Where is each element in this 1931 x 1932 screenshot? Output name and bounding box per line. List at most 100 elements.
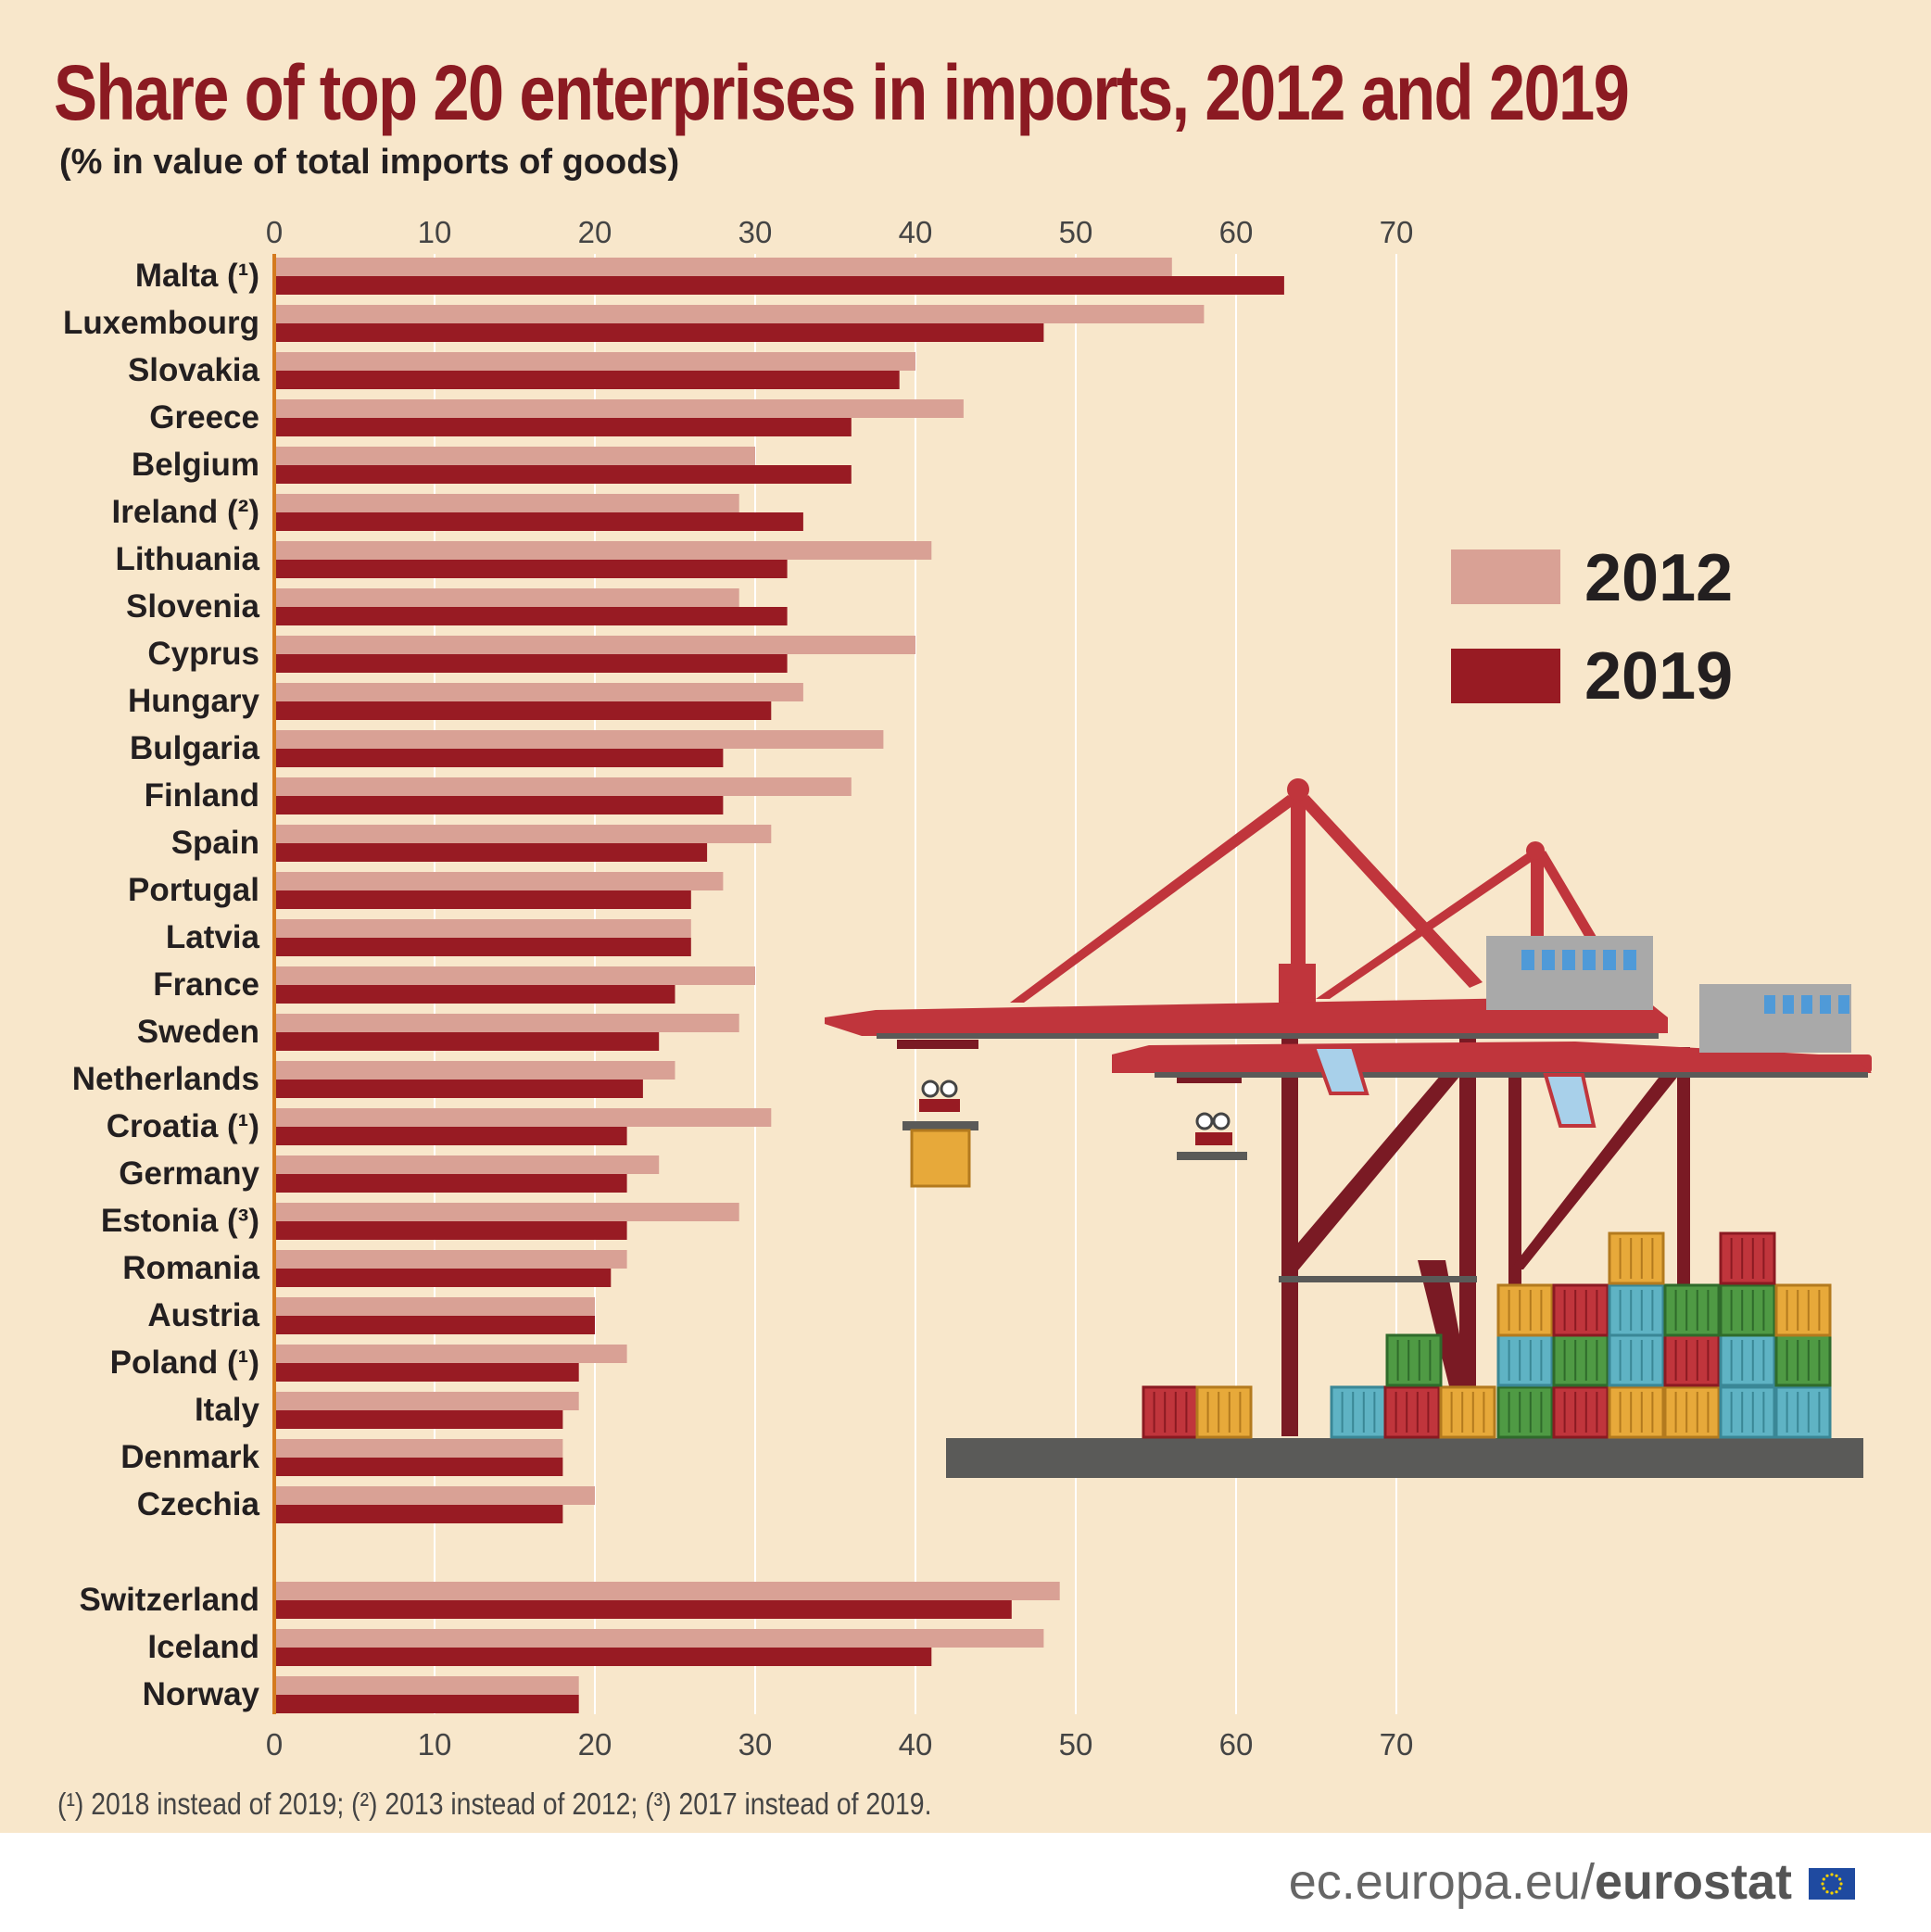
bar-2012 — [274, 730, 884, 749]
bar-2012 — [274, 1629, 1044, 1648]
x-tick-label-bottom: 0 — [266, 1727, 283, 1762]
bar-2019 — [274, 749, 724, 767]
chart-title: Share of top 20 enterprises in imports, … — [54, 49, 1630, 136]
legend: 2012 2019 — [1451, 541, 1733, 713]
bar-2012 — [274, 966, 755, 985]
bar-2019 — [274, 1269, 612, 1287]
x-tick-label-top: 50 — [1059, 215, 1093, 249]
bar-2012 — [274, 1014, 739, 1032]
legend-label-2019: 2019 — [1584, 639, 1733, 713]
container-bottom-row — [1552, 1385, 1609, 1439]
container-row-3 — [1719, 1283, 1776, 1337]
category-label: Denmark — [120, 1439, 259, 1475]
bar-2019 — [274, 1174, 627, 1193]
category-label: Portugal — [128, 872, 259, 908]
chart-subtitle: (% in value of total imports of goods) — [59, 143, 680, 182]
bar-2012 — [274, 541, 932, 560]
bar-2012 — [274, 352, 915, 371]
bar-2012 — [274, 1345, 627, 1363]
container-bottom-row — [1439, 1385, 1496, 1439]
bar-2019 — [274, 1505, 563, 1523]
category-label: Hungary — [128, 683, 260, 719]
bar-2012 — [274, 447, 755, 465]
bar-2019 — [274, 701, 772, 720]
bar-2019 — [274, 1648, 932, 1666]
container-row-2 — [1552, 1333, 1609, 1387]
category-label: Lithuania — [115, 541, 259, 577]
bar-2019 — [274, 985, 675, 1004]
category-label: Austria — [147, 1297, 259, 1333]
container-row-3 — [1608, 1283, 1665, 1337]
container-bottom-row — [1496, 1385, 1554, 1439]
bar-2012 — [274, 258, 1172, 276]
bar-2012 — [274, 825, 772, 843]
container-bottom-row — [1608, 1385, 1665, 1439]
category-label: Malta (¹) — [135, 258, 259, 294]
footer: ec.europa.eu/eurostat — [0, 1833, 1931, 1932]
bar-2019 — [274, 276, 1284, 295]
bar-2012 — [274, 1203, 739, 1221]
bar-2019 — [274, 1600, 1012, 1619]
bar-2019 — [274, 1127, 627, 1145]
eurostat-logo[interactable]: ec.europa.eu/eurostat — [1289, 1853, 1792, 1911]
bar-2012 — [274, 1486, 595, 1505]
x-tick-label-top: 30 — [738, 215, 773, 249]
bar-2012 — [274, 1155, 660, 1174]
category-label: Iceland — [147, 1629, 259, 1665]
bar-2012 — [274, 1676, 579, 1695]
bar-2019 — [274, 796, 724, 814]
bar-2012 — [274, 777, 852, 796]
bar-2019 — [274, 1032, 660, 1051]
x-tick-label-top: 10 — [418, 215, 452, 249]
bar-2012 — [274, 683, 803, 701]
legend-swatch-2019 — [1451, 649, 1560, 703]
category-label: Netherlands — [72, 1061, 259, 1097]
bar-2012 — [274, 636, 915, 654]
bar-2019 — [274, 371, 900, 389]
x-tick-label-bottom: 30 — [738, 1727, 773, 1762]
container-row-3 — [1552, 1283, 1609, 1337]
category-label: Germany — [119, 1155, 259, 1192]
category-label: Slovakia — [128, 352, 260, 388]
category-label: Croatia (¹) — [107, 1108, 259, 1144]
container-bottom-row — [1719, 1385, 1776, 1439]
container-bottom-row — [1663, 1385, 1721, 1439]
x-tick-label-bottom: 60 — [1219, 1727, 1254, 1762]
container-stack — [1142, 1231, 1832, 1439]
category-label: Greece — [149, 399, 259, 436]
bar-2012 — [274, 1250, 627, 1269]
bar-2019 — [274, 1221, 627, 1240]
bar-2019 — [274, 1316, 595, 1334]
x-tick-label-bottom: 10 — [418, 1727, 452, 1762]
x-tick-label-bottom: 70 — [1380, 1727, 1414, 1762]
container-bottom-row — [1195, 1385, 1253, 1439]
x-tick-label-top: 20 — [578, 215, 612, 249]
bar-2019 — [274, 1458, 563, 1476]
container-row-2 — [1663, 1333, 1721, 1387]
bar-chart: Malta (¹) Luxembourg Slovakia Greece Belgium… — [63, 215, 1872, 1762]
category-label: Luxembourg — [63, 305, 259, 341]
container-row-2 — [1774, 1333, 1832, 1387]
category-label: Latvia — [166, 919, 260, 955]
bar-2019 — [274, 465, 852, 484]
x-tick-label-bottom: 40 — [899, 1727, 933, 1762]
bar-2012 — [274, 305, 1205, 323]
bar-2019 — [274, 323, 1044, 342]
x-tick-label-top: 40 — [899, 215, 933, 249]
bar-2012 — [274, 1439, 563, 1458]
domain-text: ec.europa.eu/ — [1288, 1854, 1595, 1910]
category-label: Czechia — [137, 1486, 260, 1522]
bars — [274, 258, 1284, 1713]
container-row-2 — [1719, 1333, 1776, 1387]
bar-2012 — [274, 1392, 579, 1410]
category-label: Norway — [143, 1676, 260, 1712]
container-row-2 — [1385, 1333, 1443, 1387]
x-tick-label-top: 60 — [1219, 215, 1254, 249]
container-bottom-row — [1383, 1385, 1441, 1439]
category-label: France — [153, 966, 259, 1003]
container-row-2 — [1496, 1333, 1554, 1387]
bar-2012 — [274, 494, 739, 512]
container-row-2 — [1608, 1333, 1665, 1387]
container-bottom-row — [1774, 1385, 1832, 1439]
category-label: Slovenia — [126, 588, 259, 625]
